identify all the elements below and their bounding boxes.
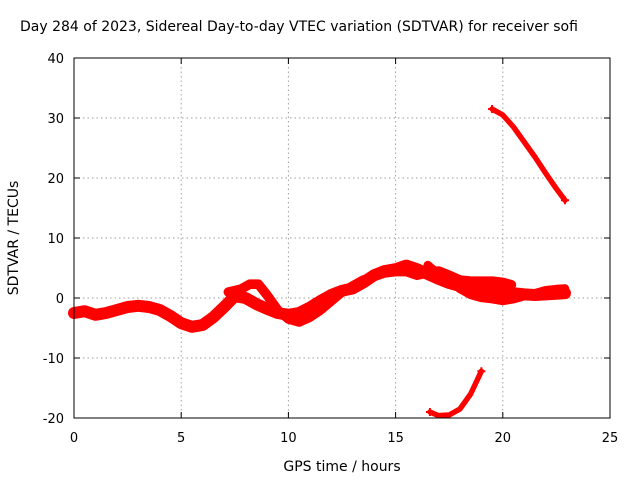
- chart-title: Day 284 of 2023, Sidereal Day-to-day VTE…: [20, 19, 578, 35]
- series-endpoint-marker: [477, 367, 486, 376]
- series-endpoint-marker: [560, 284, 569, 293]
- series-endpoint-marker: [224, 288, 233, 296]
- x-tick-label: 20: [495, 431, 512, 446]
- y-tick-label: 0: [56, 292, 64, 307]
- series-line-5: [427, 368, 485, 419]
- y-tick-label: 40: [47, 52, 64, 67]
- y-tick-label: 30: [47, 112, 64, 127]
- series-line-4: [489, 106, 568, 203]
- series-endpoint-marker: [425, 408, 434, 416]
- ticks: [73, 57, 611, 419]
- series-line-3: [423, 260, 570, 306]
- y-tick-label: -20: [43, 412, 64, 427]
- y-tick-label: 20: [47, 172, 64, 187]
- series-layer: [68, 105, 571, 419]
- x-tick-label: 25: [602, 431, 619, 446]
- x-axis-label: GPS time / hours: [283, 459, 400, 475]
- series-line-1: [68, 259, 571, 333]
- grid: [74, 58, 610, 418]
- y-tick-label: -10: [43, 352, 64, 367]
- x-tick-label: 10: [280, 431, 297, 446]
- y-axis-label: SDTVAR / TECUs: [6, 181, 22, 296]
- series-endpoint-marker: [560, 196, 569, 205]
- series-line-2: [223, 266, 517, 327]
- x-tick-label: 5: [177, 431, 185, 446]
- series-endpoint-marker: [423, 261, 432, 269]
- series-endpoint-marker: [507, 280, 516, 289]
- x-tick-label: 0: [70, 431, 78, 446]
- tick-labels: 0 5 10 15 20 25 -20 -10 0 10 20 30 40: [43, 52, 619, 446]
- x-tick-label: 15: [387, 431, 404, 446]
- y-tick-label: 10: [47, 232, 64, 247]
- series-endpoint-marker: [488, 105, 497, 113]
